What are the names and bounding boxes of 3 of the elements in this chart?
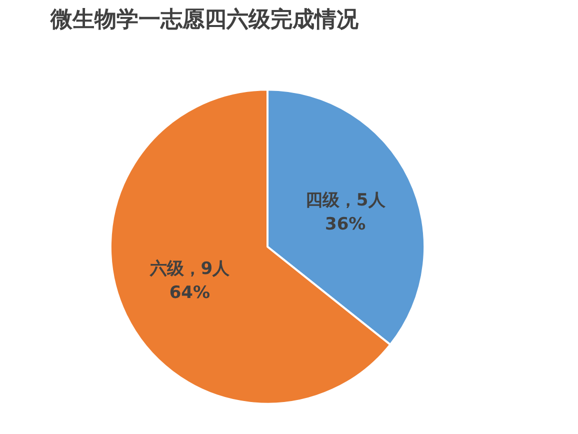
chart-title: 微生物学一志愿四六级完成情况 (50, 6, 360, 32)
slice-label: 六级，9人 64% (148, 258, 231, 303)
slice-label: 四级，5人 36% (305, 190, 386, 235)
